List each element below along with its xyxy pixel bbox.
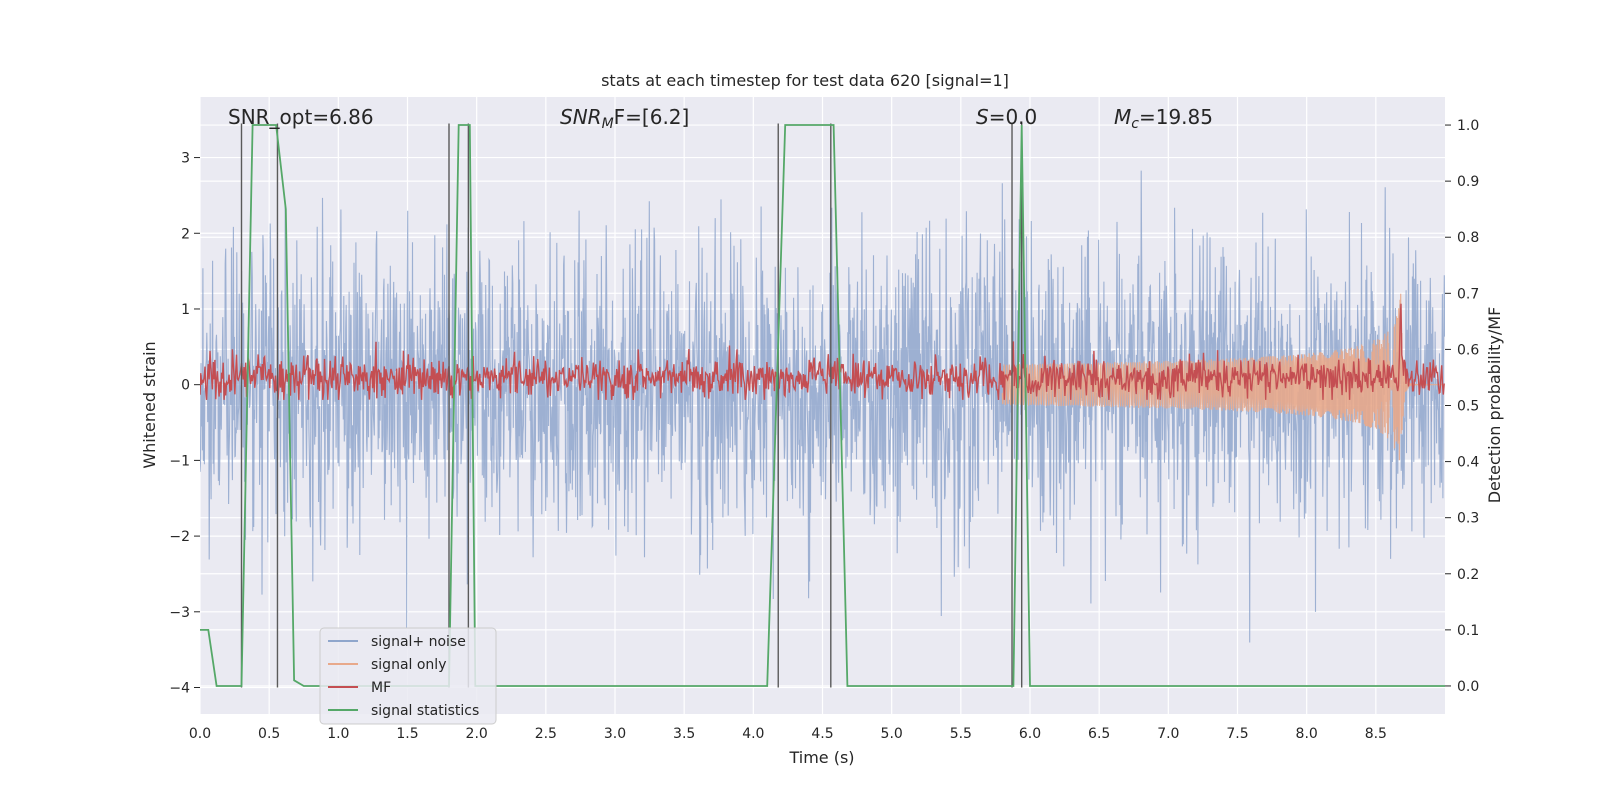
- y-tick-label-5: 1: [181, 302, 190, 318]
- annotation-mc-base: M: [1114, 105, 1131, 129]
- y-tick-label-7: 3: [181, 151, 190, 167]
- y-tick-label-2: −2: [169, 529, 190, 545]
- series-mf-line: [200, 303, 1445, 400]
- y-tick-label-1: −3: [169, 605, 190, 621]
- y2-tick-label-3: 0.3: [1457, 511, 1479, 527]
- x-tick-label-4: 2.0: [466, 726, 488, 742]
- x-tick-label-7: 3.5: [673, 726, 695, 742]
- y-tick-label-4: 0: [181, 378, 190, 394]
- x-tick-label-3: 1.5: [396, 726, 418, 742]
- x-tick-label-0: 0.0: [189, 726, 211, 742]
- annotation-mc: Mc=19.85: [1114, 105, 1213, 132]
- legend-label-signal-only: signal only: [371, 657, 446, 673]
- x-tick-label-15: 7.5: [1226, 726, 1248, 742]
- y-tick-label-6: 2: [181, 226, 190, 242]
- x-tick-label-5: 2.5: [535, 726, 557, 742]
- annotation-snr-mf: SNRMF=[6.2]: [560, 105, 689, 132]
- x-tick-label-11: 5.5: [950, 726, 972, 742]
- x-tick-label-14: 7.0: [1157, 726, 1179, 742]
- y-tick-label-3: −1: [169, 453, 190, 469]
- legend-box: [319, 627, 497, 725]
- series-signal-statistics-line: [200, 124, 1445, 687]
- x-tick-label-6: 3.0: [604, 726, 626, 742]
- y2-tick-label-1: 0.1: [1457, 623, 1479, 639]
- annotation-snr-mf-base: SNR: [560, 105, 602, 129]
- x-tick-label-1: 0.5: [258, 726, 280, 742]
- y2-tick-label-0: 0.0: [1457, 679, 1479, 695]
- x-tick-label-16: 8.0: [1296, 726, 1318, 742]
- legend-label-mf: MF: [371, 680, 391, 696]
- annotation-mc-sub: c: [1131, 116, 1139, 132]
- annotation-snr-mf-rest: F=[6.2]: [614, 105, 690, 129]
- x-tick-label-13: 6.5: [1088, 726, 1110, 742]
- y2-tick-label-4: 0.4: [1457, 455, 1479, 471]
- annotation-snr-opt: SNR_opt=6.86: [228, 105, 374, 129]
- y2-tick-label-5: 0.5: [1457, 399, 1479, 415]
- y2-tick-label-8: 0.8: [1457, 230, 1479, 246]
- legend-label-signal-statistics: signal statistics: [371, 703, 479, 719]
- annotation-mc-rest: =19.85: [1139, 105, 1213, 129]
- x-tick-label-8: 4.0: [742, 726, 764, 742]
- x-tick-label-9: 4.5: [811, 726, 833, 742]
- y2-axis-ticks: 0.0 0.1 0.2 0.3 0.4 0.5 0.6 0.7 0.8 0.9 1.0: [1445, 118, 1479, 695]
- x-axis-label: Time (s): [788, 748, 854, 767]
- legend-label-signal-noise: signal+ noise: [371, 634, 466, 650]
- x-tick-label-17: 8.5: [1365, 726, 1387, 742]
- y2-axis-label: Detection probability/MF: [1485, 307, 1504, 504]
- chart-title: stats at each timestep for test data 620…: [601, 71, 1009, 90]
- x-tick-label-12: 6.0: [1019, 726, 1041, 742]
- y-tick-label-0: −4: [169, 681, 190, 697]
- annotation-s: S=0.0: [976, 105, 1037, 129]
- y2-tick-label-10: 1.0: [1457, 118, 1479, 134]
- x-tick-label-10: 5.0: [881, 726, 903, 742]
- annotation-s-base: S: [976, 105, 989, 129]
- y2-tick-label-9: 0.9: [1457, 174, 1479, 190]
- x-axis-ticks: 0.0 0.5 1.0 1.5 2.0 2.5 3.0 3.5 4.0 4.5 5.0 5.5 6.0 6…: [189, 726, 1387, 742]
- y-axis-ticks: −4 −3 −2 −1 0 1 2 3: [169, 151, 200, 697]
- y-axis-label: Whitened strain: [140, 341, 159, 468]
- y2-tick-label-6: 0.6: [1457, 342, 1479, 358]
- vertical-markers: [240, 123, 1023, 688]
- legend: signal+ noise signal only MF signal stat…: [319, 627, 497, 725]
- y2-tick-label-7: 0.7: [1457, 286, 1479, 302]
- annotation-snr-mf-sub: M: [602, 116, 614, 132]
- y2-tick-label-2: 0.2: [1457, 567, 1479, 583]
- annotation-s-rest: =0.0: [989, 105, 1038, 129]
- x-tick-label-2: 1.0: [327, 726, 349, 742]
